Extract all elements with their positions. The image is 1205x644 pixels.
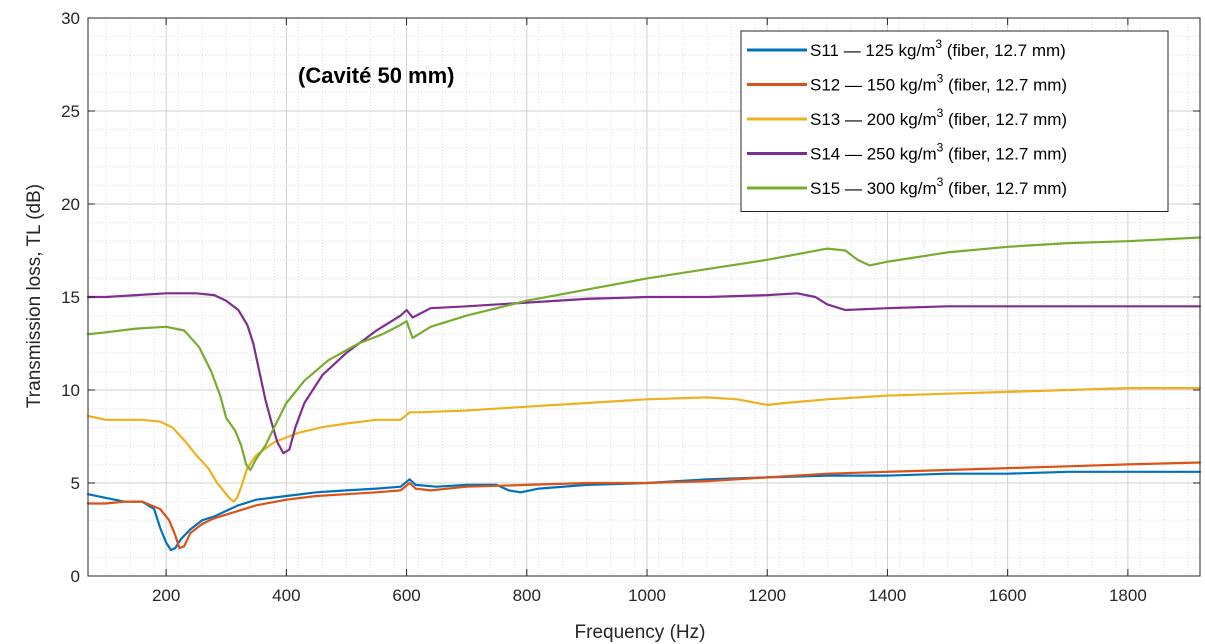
y-tick-label: 25	[61, 102, 80, 121]
y-tick-label: 20	[61, 195, 80, 214]
legend: S11 — 125 kg/m3 (fiber, 12.7 mm)S12 — 15…	[740, 30, 1169, 212]
legend-entry-suffix: (fiber, 12.7 mm)	[942, 41, 1066, 60]
x-tick-label: 1800	[1109, 586, 1147, 605]
x-tick-label: 800	[513, 586, 541, 605]
legend-entry-s15: S15 — 300 kg/m3 (fiber, 12.7 mm)	[810, 175, 1067, 198]
x-tick-label: 1400	[869, 586, 907, 605]
legend-entry-s11: S11 — 125 kg/m3 (fiber, 12.7 mm)	[810, 37, 1066, 60]
y-tick-label: 30	[61, 9, 80, 28]
legend-entry-main: S14 — 250 kg/m	[810, 145, 937, 164]
legend-entry-superscript: 3	[937, 72, 944, 86]
x-tick-label: 1000	[628, 586, 666, 605]
y-tick-label: 15	[61, 288, 80, 307]
y-axis-label: Transmission loss, TL (dB)	[24, 184, 45, 408]
series-line-s13	[86, 387, 1202, 503]
legend-entry-s13: S13 — 200 kg/m3 (fiber, 12.7 mm)	[810, 106, 1067, 129]
legend-entry-main: S11 — 125 kg/m	[810, 41, 935, 60]
x-tick-label: 600	[392, 586, 420, 605]
y-tick-label: 10	[61, 381, 80, 400]
legend-entry-suffix: (fiber, 12.7 mm)	[943, 76, 1067, 95]
legend-entry-superscript: 3	[937, 141, 944, 155]
x-tick-label: 1200	[748, 586, 786, 605]
legend-entry-main: S15 — 300 kg/m	[810, 179, 937, 198]
x-tick-label: 1600	[989, 586, 1027, 605]
legend-entry-superscript: 3	[937, 106, 944, 120]
legend-entry-suffix: (fiber, 12.7 mm)	[943, 179, 1067, 198]
chart-annotation: (Cavité 50 mm)	[298, 63, 455, 88]
series-line-s14	[86, 292, 1202, 455]
legend-box	[740, 30, 1169, 212]
legend-entry-main: S12 — 150 kg/m	[810, 76, 937, 95]
legend-entry-superscript: 3	[935, 37, 942, 51]
legend-entry-suffix: (fiber, 12.7 mm)	[943, 145, 1067, 164]
series-line-s12	[86, 461, 1202, 550]
series-line-s15	[86, 236, 1202, 472]
legend-entry-suffix: (fiber, 12.7 mm)	[943, 110, 1067, 129]
legend-entry-s12: S12 — 150 kg/m3 (fiber, 12.7 mm)	[810, 72, 1067, 95]
ticks-layer: 200 400 600 800 1000 1200 1400 1600 1800 0 5 10 15 20…	[61, 9, 1200, 605]
x-tick-label: 400	[272, 586, 300, 605]
y-tick-label: 5	[71, 474, 80, 493]
y-tick-label: 0	[71, 567, 80, 586]
x-axis-label: Frequency (Hz)	[575, 622, 706, 643]
x-tick-label: 200	[152, 586, 180, 605]
legend-entry-s14: S14 — 250 kg/m3 (fiber, 12.7 mm)	[810, 141, 1067, 164]
legend-entry-main: S13 — 200 kg/m	[810, 110, 937, 129]
series-layer	[86, 236, 1202, 552]
legend-entry-superscript: 3	[937, 175, 944, 189]
